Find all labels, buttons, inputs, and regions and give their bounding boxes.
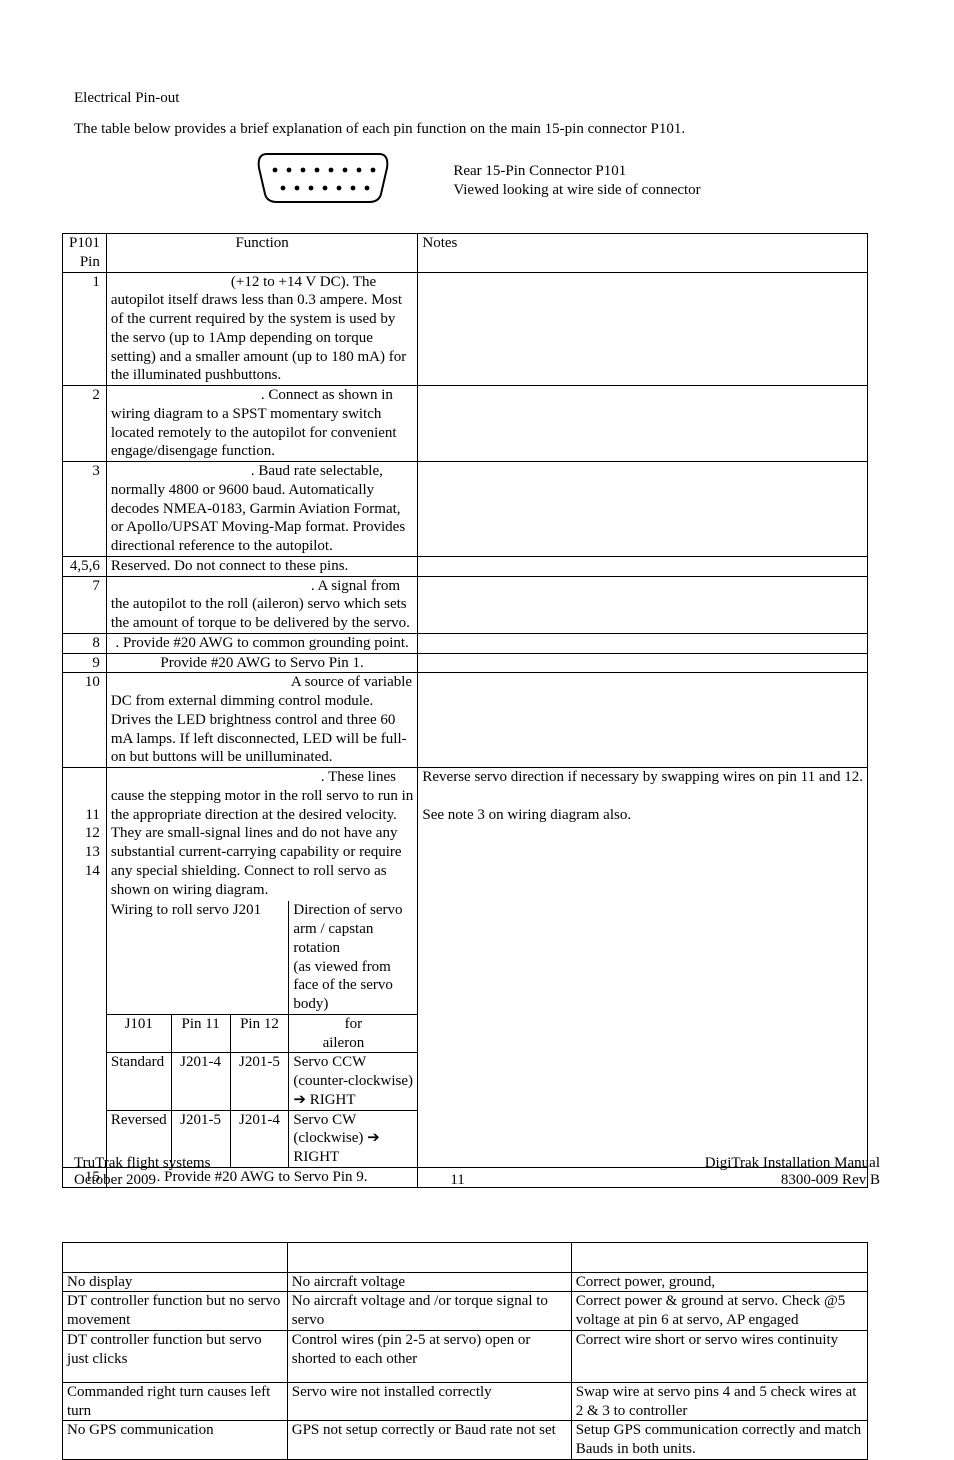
table-row: 9 Provide #20 AWG to Servo Pin 1. <box>63 653 868 673</box>
notes-cell <box>418 272 868 386</box>
table-row: 4,5,6 Reserved. Do not connect to these … <box>63 556 868 576</box>
inner-wiring-table: Wiring to roll servo J201 Direction of s… <box>107 901 418 1167</box>
pin-cell: 7 <box>63 576 107 633</box>
trouble-cell: No aircraft voltage <box>287 1272 571 1292</box>
func-cell: . These lines cause the stepping motor i… <box>106 768 418 1168</box>
table-row: 8 . Provide #20 AWG to common grounding … <box>63 633 868 653</box>
section-heading: Electrical Pin-out <box>74 90 880 107</box>
table-row: 3 . Baud rate selectable, normally 4800 … <box>63 462 868 557</box>
inner-cell: Pin 11 <box>171 1014 230 1053</box>
pin-cell: 4,5,6 <box>63 556 107 576</box>
table-row: J101 Pin 11 Pin 12 for aileron <box>107 1014 418 1053</box>
trouble-cell: Commanded right turn causes left turn <box>63 1382 288 1421</box>
pin-cell: 2 <box>63 386 107 462</box>
pin-cell: 3 <box>63 462 107 557</box>
pin-cell: 8 <box>63 633 107 653</box>
connector-diagram-icon <box>253 148 393 213</box>
troubleshooting-table: No display No aircraft voltage Correct p… <box>62 1242 868 1460</box>
notes-cell <box>418 556 868 576</box>
intro-text: The table below provides a brief explana… <box>74 121 880 138</box>
inner-cell: J201-4 <box>171 1053 230 1110</box>
trouble-cell: Control wires (pin 2-5 at servo) open or… <box>287 1330 571 1382</box>
header-function: Function <box>106 234 418 273</box>
header-notes: Notes <box>418 234 868 273</box>
inner-cell: Standard <box>107 1053 171 1110</box>
inner-cell: J201-5 <box>230 1053 289 1110</box>
table-row: Wiring to roll servo J201 Direction of s… <box>107 901 418 1014</box>
func-cell: Reserved. Do not connect to these pins. <box>106 556 418 576</box>
inner-cell: Direction of servo arm / capstan rotatio… <box>289 901 418 1014</box>
pin-cell: 9 <box>63 653 107 673</box>
connector-caption-line1: Rear 15-Pin Connector P101 <box>453 162 700 181</box>
func-cell: . Provide #20 AWG to common grounding po… <box>106 633 418 653</box>
trouble-cell: GPS not setup correctly or Baud rate not… <box>287 1421 571 1460</box>
footer-page-number: 11 <box>450 1172 464 1189</box>
pin-cell: 10 <box>63 673 107 768</box>
inner-cell: Pin 12 <box>230 1014 289 1053</box>
table-row: DT controller function but no servo move… <box>63 1292 868 1331</box>
connector-caption-line2: Viewed looking at wire side of connector <box>453 181 700 200</box>
trouble-cell: DT controller function but no servo move… <box>63 1292 288 1331</box>
inner-cell: Servo CCW (counter-clockwise) ➔ RIGHT <box>289 1053 418 1110</box>
trouble-cell <box>63 1242 288 1272</box>
trouble-cell: Servo wire not installed correctly <box>287 1382 571 1421</box>
pin-cell: 1 <box>63 272 107 386</box>
page-footer: TruTrak flight systemsOctober 2009 11 Di… <box>74 1155 880 1189</box>
func-cell: Provide #20 AWG to Servo Pin 1. <box>106 653 418 673</box>
table-row: 7 . A signal from the autopilot to the r… <box>63 576 868 633</box>
inner-cell: for aileron <box>289 1014 418 1053</box>
trouble-cell: Correct power, ground, <box>571 1272 867 1292</box>
trouble-cell: Correct power & ground at servo. Check @… <box>571 1292 867 1331</box>
table-row: DT controller function but servo just cl… <box>63 1330 868 1382</box>
notes-cell <box>418 673 868 768</box>
table-row: 11 12 13 14 . These lines cause the step… <box>63 768 868 1168</box>
func-cell: A source of variable DC from external di… <box>106 673 418 768</box>
notes-cell <box>418 633 868 653</box>
table-row: 10 A source of variable DC from external… <box>63 673 868 768</box>
func-cell: . A signal from the autopilot to the rol… <box>106 576 418 633</box>
trouble-cell: No display <box>63 1272 288 1292</box>
pin-cell: 11 12 13 14 <box>63 768 107 1168</box>
footer-left: TruTrak flight systemsOctober 2009 <box>74 1155 210 1189</box>
table-row: P101Pin Function Notes <box>63 234 868 273</box>
connector-figure: Rear 15-Pin Connector P101 Viewed lookin… <box>74 148 880 213</box>
table-row: No GPS communication GPS not setup corre… <box>63 1421 868 1460</box>
trouble-cell: No aircraft voltage and /or torque signa… <box>287 1292 571 1331</box>
func-cell: . Connect as shown in wiring diagram to … <box>106 386 418 462</box>
table-row: Commanded right turn causes left turn Se… <box>63 1382 868 1421</box>
table-row <box>63 1242 868 1272</box>
table-row: No display No aircraft voltage Correct p… <box>63 1272 868 1292</box>
notes-cell <box>418 576 868 633</box>
trouble-cell: Swap wire at servo pins 4 and 5 check wi… <box>571 1382 867 1421</box>
footer-right: DigiTrak Installation Manual8300-009 Rev… <box>705 1155 880 1189</box>
table-row: 2 . Connect as shown in wiring diagram t… <box>63 386 868 462</box>
notes-cell <box>418 462 868 557</box>
trouble-cell <box>571 1242 867 1272</box>
func-cell: . Baud rate selectable, normally 4800 or… <box>106 462 418 557</box>
table-row: 1 (+12 to +14 V DC). The autopilot itsel… <box>63 272 868 386</box>
notes-cell: Reverse servo direction if necessary by … <box>418 768 868 1168</box>
inner-cell: J101 <box>107 1014 171 1053</box>
table-row: Standard J201-4 J201-5 Servo CCW (counte… <box>107 1053 418 1110</box>
trouble-cell: No GPS communication <box>63 1421 288 1460</box>
trouble-cell: Setup GPS communication correctly and ma… <box>571 1421 867 1460</box>
notes-cell <box>418 653 868 673</box>
pinout-table: P101Pin Function Notes 1 (+12 to +14 V D… <box>62 233 868 1188</box>
trouble-cell: DT controller function but servo just cl… <box>63 1330 288 1382</box>
notes-cell <box>418 386 868 462</box>
connector-caption: Rear 15-Pin Connector P101 Viewed lookin… <box>453 162 700 200</box>
header-pin: P101Pin <box>63 234 107 273</box>
func-cell: (+12 to +14 V DC). The autopilot itself … <box>106 272 418 386</box>
trouble-cell <box>287 1242 571 1272</box>
inner-cell: Wiring to roll servo J201 <box>107 901 289 1014</box>
trouble-cell: Correct wire short or servo wires contin… <box>571 1330 867 1382</box>
